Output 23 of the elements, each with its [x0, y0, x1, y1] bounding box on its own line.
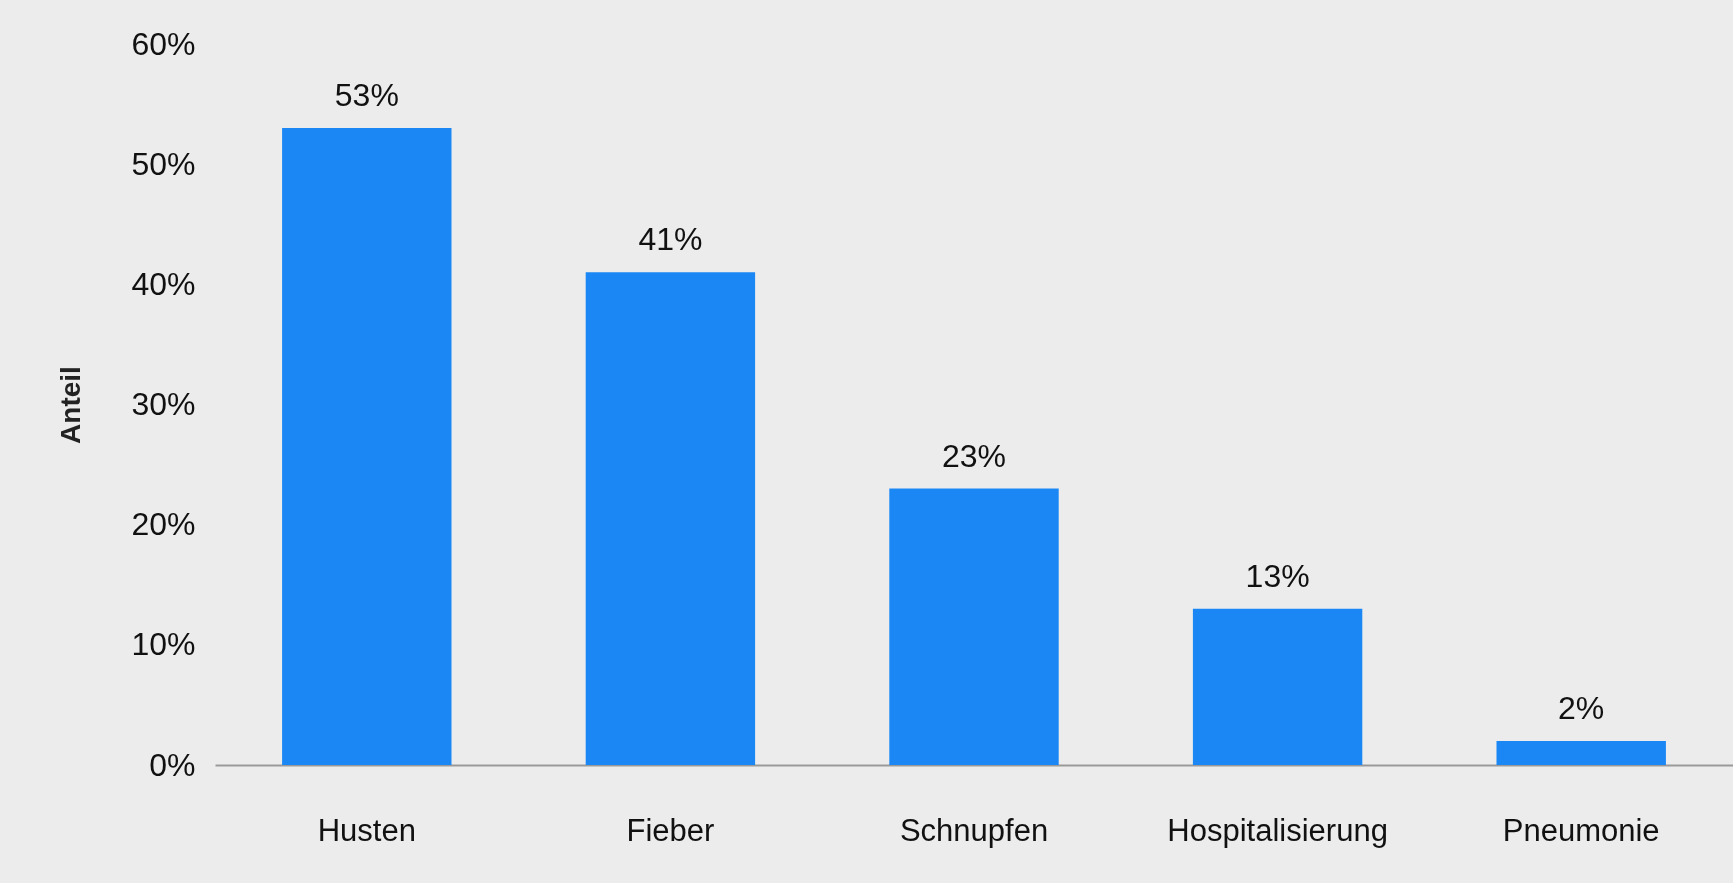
bar	[1496, 740, 1666, 765]
x-tick-label: Pneumonie	[1502, 812, 1660, 848]
bar	[282, 128, 452, 765]
data-label: 53%	[334, 77, 399, 114]
y-tick-label: 60%	[131, 25, 196, 62]
y-tick-label: 30%	[131, 386, 196, 422]
bar	[585, 272, 756, 765]
x-tick-label: Husten	[317, 812, 416, 848]
data-label: 23%	[941, 437, 1007, 474]
bar	[889, 488, 1059, 765]
y-axis-title: Anteil	[55, 366, 87, 444]
x-tick-label: Fieber	[626, 812, 715, 848]
y-tick-label: 20%	[131, 506, 196, 543]
data-label: 2%	[1558, 689, 1605, 726]
bar	[1192, 608, 1363, 765]
x-tick-label: Schnupfen	[899, 812, 1049, 848]
y-tick-label: 40%	[131, 265, 196, 302]
x-tick-label: Hospitalisierung	[1167, 812, 1388, 848]
data-label: 41%	[638, 221, 703, 258]
y-tick-label: 50%	[131, 145, 196, 182]
y-tick-label: 0%	[149, 746, 196, 783]
data-label: 13%	[1245, 557, 1310, 594]
y-tick-label: 10%	[131, 626, 196, 663]
